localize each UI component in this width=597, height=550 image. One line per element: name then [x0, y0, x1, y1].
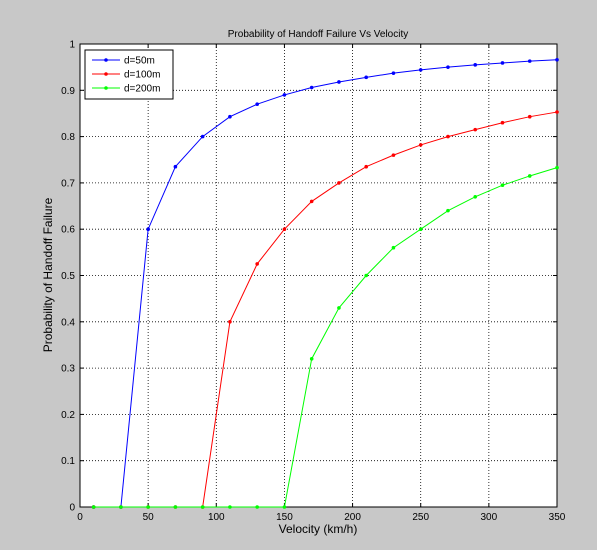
x-axis-label: Velocity (km/h): [279, 522, 358, 536]
data-point: [337, 80, 341, 84]
data-point: [337, 306, 341, 310]
data-point: [418, 68, 423, 72]
legend-entry: d=100m: [92, 70, 160, 81]
data-point: [555, 110, 559, 114]
x-tick-label: 150: [276, 512, 293, 523]
axis-ticks: [79, 43, 558, 508]
legend-swatch-marker: [104, 58, 108, 62]
plot-area: [79, 43, 558, 508]
series-line: [93, 167, 558, 508]
data-point: [391, 245, 396, 250]
series-3: [91, 165, 559, 509]
data-point: [446, 208, 450, 213]
data-point: [555, 57, 559, 62]
legend-swatch-marker: [104, 72, 108, 76]
x-tick-label: 0: [77, 512, 83, 523]
data-point: [391, 71, 396, 75]
series-group: [91, 57, 559, 509]
data-point: [446, 134, 450, 139]
data-point: [364, 75, 369, 80]
y-tick-label: 0.2: [61, 410, 75, 421]
data-point: [473, 63, 478, 67]
series-line: [93, 59, 558, 508]
x-tick-label: 200: [344, 512, 361, 523]
data-point: [255, 102, 259, 106]
tick-labels: 0 50 100 150 200 250 300 350 0 0.1 0.2 0.3 0.4 0.5 0.6…: [61, 40, 566, 524]
legend-label: d=50m: [124, 56, 155, 67]
data-point: [228, 320, 232, 324]
x-tick-label: 300: [481, 512, 498, 523]
data-point: [500, 61, 505, 65]
data-point: [364, 164, 369, 169]
legend-swatch-marker: [104, 86, 108, 90]
data-point: [527, 114, 532, 119]
data-point: [337, 181, 341, 185]
legend-entry: d=200m: [92, 84, 160, 95]
legend-label: d=100m: [124, 70, 160, 81]
data-point: [228, 114, 232, 119]
chart-title: Probability of Handoff Failure Vs Veloci…: [228, 29, 408, 40]
data-point: [309, 357, 314, 361]
y-tick-label: 1: [69, 40, 75, 51]
data-point: [555, 165, 559, 170]
x-tick-label: 50: [143, 512, 155, 523]
data-point: [309, 85, 314, 90]
legend-label: d=200m: [124, 84, 160, 95]
data-point: [446, 65, 450, 69]
y-tick-label: 0: [69, 503, 75, 514]
data-point: [173, 164, 178, 169]
y-tick-label: 0.9: [61, 86, 75, 97]
data-point: [364, 273, 369, 278]
data-point: [255, 505, 259, 509]
data-point: [500, 120, 505, 125]
legend-entry: d=50m: [92, 56, 155, 67]
data-point: [527, 59, 532, 63]
legend: d=50m d=100m d=200m: [84, 49, 174, 100]
y-axis-label: Probability of Handoff Failure: [41, 197, 55, 352]
x-tick-label: 250: [412, 512, 429, 523]
data-point: [473, 127, 478, 132]
data-point: [418, 143, 423, 147]
data-point: [282, 227, 287, 231]
data-point: [527, 174, 532, 178]
data-point: [146, 227, 150, 231]
data-point: [119, 505, 123, 509]
series-1: [91, 57, 559, 509]
data-point: [500, 183, 505, 188]
data-point: [173, 505, 178, 509]
data-point: [146, 505, 150, 509]
y-tick-label: 0.1: [61, 456, 75, 467]
x-tick-label: 350: [549, 512, 566, 523]
data-point: [200, 505, 205, 509]
data-point: [255, 262, 259, 266]
data-point: [200, 134, 205, 139]
y-tick-label: 0.7: [61, 178, 75, 189]
x-tick-label: 100: [208, 512, 225, 523]
data-point: [473, 194, 478, 199]
y-tick-label: 0.4: [61, 317, 75, 328]
grid-lines: [80, 44, 557, 507]
data-point: [418, 227, 423, 231]
data-point: [309, 199, 314, 204]
y-tick-label: 0.8: [61, 132, 75, 143]
data-point: [282, 93, 287, 97]
y-tick-label: 0.5: [61, 271, 75, 282]
data-point: [91, 505, 96, 509]
data-point: [228, 505, 232, 509]
y-tick-label: 0.3: [61, 364, 75, 375]
data-point: [391, 153, 396, 157]
y-tick-label: 0.6: [61, 225, 75, 236]
data-point: [282, 505, 287, 509]
